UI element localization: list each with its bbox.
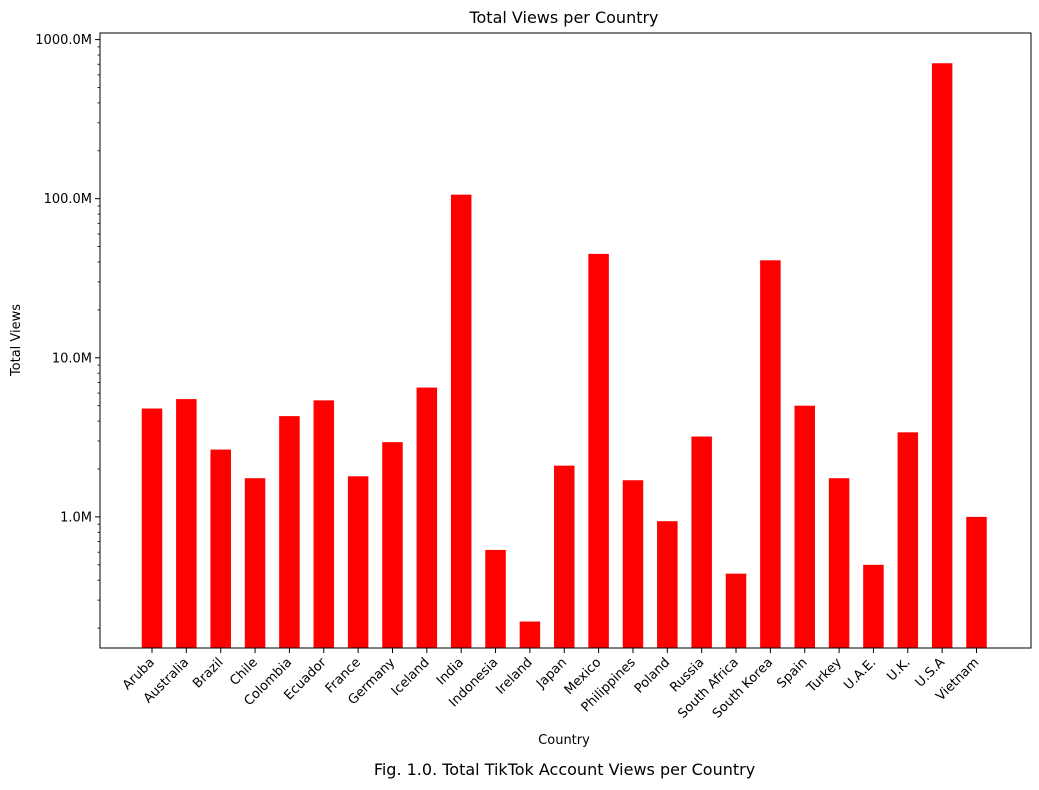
bar-u-s-a <box>931 63 953 648</box>
bar-indonesia <box>485 549 506 648</box>
bar-u-k- <box>897 432 919 648</box>
bar-poland <box>657 521 678 648</box>
y-tick-label: 1000.0M <box>35 33 92 48</box>
x-tick-label: Ireland <box>493 655 535 697</box>
bar-mexico <box>588 253 609 648</box>
bar-france <box>347 476 369 648</box>
x-tick-label: Iceland <box>389 655 433 699</box>
x-tick-label: U.A.E. <box>841 655 879 693</box>
bar-ireland <box>519 621 541 648</box>
figure-caption: Fig. 1.0. Total TikTok Account Views per… <box>373 760 756 779</box>
bar-south-africa <box>725 573 747 648</box>
bar-vietnam <box>966 516 987 648</box>
x-tick-label: South Korea <box>710 655 776 721</box>
y-tick-label: 100.0M <box>44 192 92 207</box>
y-tick-label: 10.0M <box>52 351 92 366</box>
bar-india <box>450 194 472 649</box>
bar-colombia <box>279 416 300 648</box>
bar-australia <box>176 399 197 648</box>
bar-aruba <box>141 408 163 648</box>
y-axis-label: Total Views <box>9 304 24 377</box>
bar-japan <box>554 465 575 648</box>
bar-germany <box>382 442 403 648</box>
bar-ecuador <box>313 400 335 648</box>
plot-area-frame <box>99 32 1032 649</box>
bar-iceland <box>416 387 438 648</box>
x-tick-label: U.K. <box>884 655 913 684</box>
bars-group <box>141 63 987 649</box>
chart-title: Total Views per Country <box>468 8 658 27</box>
x-tick-label: Brazil <box>190 655 226 691</box>
bar-chile <box>244 478 266 648</box>
bar-south-korea <box>760 260 781 648</box>
x-tick-label: Turkey <box>804 655 845 696</box>
x-axis-label: Country <box>538 733 590 748</box>
bar-spain <box>794 405 815 648</box>
bar-philippines <box>622 480 644 648</box>
bar-turkey <box>828 478 850 648</box>
y-axis: 1.0M 10.0M 100.0M 1000.0M <box>35 33 100 629</box>
x-tick-label: Poland <box>632 655 673 696</box>
bar-russia <box>691 436 712 648</box>
bar-brazil <box>210 449 231 648</box>
y-tick-label: 1.0M <box>60 510 92 525</box>
bar-u-a-e- <box>863 564 884 648</box>
